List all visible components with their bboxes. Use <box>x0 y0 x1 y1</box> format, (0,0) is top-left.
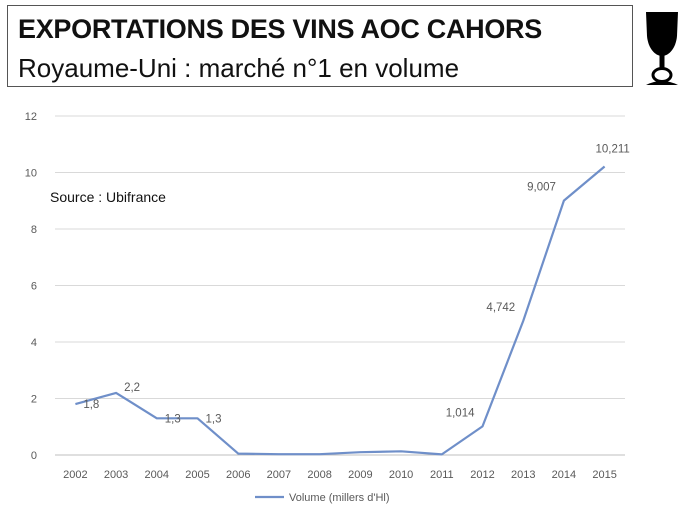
y-tick-label: 10 <box>25 168 37 180</box>
data-label: 10,211 <box>595 144 629 156</box>
y-tick-label: 0 <box>31 450 37 462</box>
title-box: EXPORTATIONS DES VINS AOC CAHORS Royaume… <box>7 5 633 87</box>
data-label: 4,742 <box>486 302 515 314</box>
grid-lines <box>55 115 625 399</box>
x-tick-label: 2008 <box>307 469 331 481</box>
y-tick-label: 12 <box>25 111 37 123</box>
series-line-volume <box>75 165 606 456</box>
x-tick-label: 2007 <box>267 469 291 481</box>
x-tick-label: 2013 <box>511 469 535 481</box>
data-label: 1,3 <box>165 413 181 425</box>
y-tick-label: 4 <box>31 337 37 349</box>
x-tick-label: 2009 <box>348 469 372 481</box>
data-label: 1,014 <box>446 407 475 419</box>
source-annotation: Source : Ubifrance <box>50 189 166 205</box>
x-tick-label: 2012 <box>470 469 494 481</box>
data-label: 2,2 <box>124 382 140 394</box>
data-label: 1,8 <box>83 399 99 411</box>
data-label: 9,007 <box>527 182 556 194</box>
y-tick-label: 6 <box>31 281 37 293</box>
wine-glass-icon <box>646 12 678 85</box>
x-tick-label: 2002 <box>63 469 87 481</box>
x-tick-label: 2010 <box>389 469 413 481</box>
y-tick-label: 2 <box>31 394 37 406</box>
page-title: EXPORTATIONS DES VINS AOC CAHORS <box>18 14 542 44</box>
x-tick-label: 2003 <box>104 469 128 481</box>
x-tick-label: 2011 <box>430 469 454 481</box>
x-tick-label: 2004 <box>145 469 169 481</box>
y-axis-ticks: 0 2 4 6 8 10 12 <box>25 111 37 462</box>
x-tick-label: 2005 <box>185 469 209 481</box>
x-axis-ticks: 2002 2003 2004 2005 2006 2007 2008 2009 2010 2011… <box>63 469 617 481</box>
y-tick-label: 8 <box>31 224 37 236</box>
x-tick-label: 2015 <box>592 469 616 481</box>
data-label: 1,3 <box>206 413 222 425</box>
legend: Volume (millers d'Hl) <box>255 492 390 504</box>
page-subtitle: Royaume-Uni : marché n°1 en volume <box>18 53 460 83</box>
data-labels: 1,8 2,2 1,3 1,3 1,014 4,742 9,007 10,211 <box>83 144 629 426</box>
x-tick-label: 2014 <box>552 469 576 481</box>
x-tick-label: 2006 <box>226 469 250 481</box>
legend-label: Volume (millers d'Hl) <box>289 492 390 504</box>
